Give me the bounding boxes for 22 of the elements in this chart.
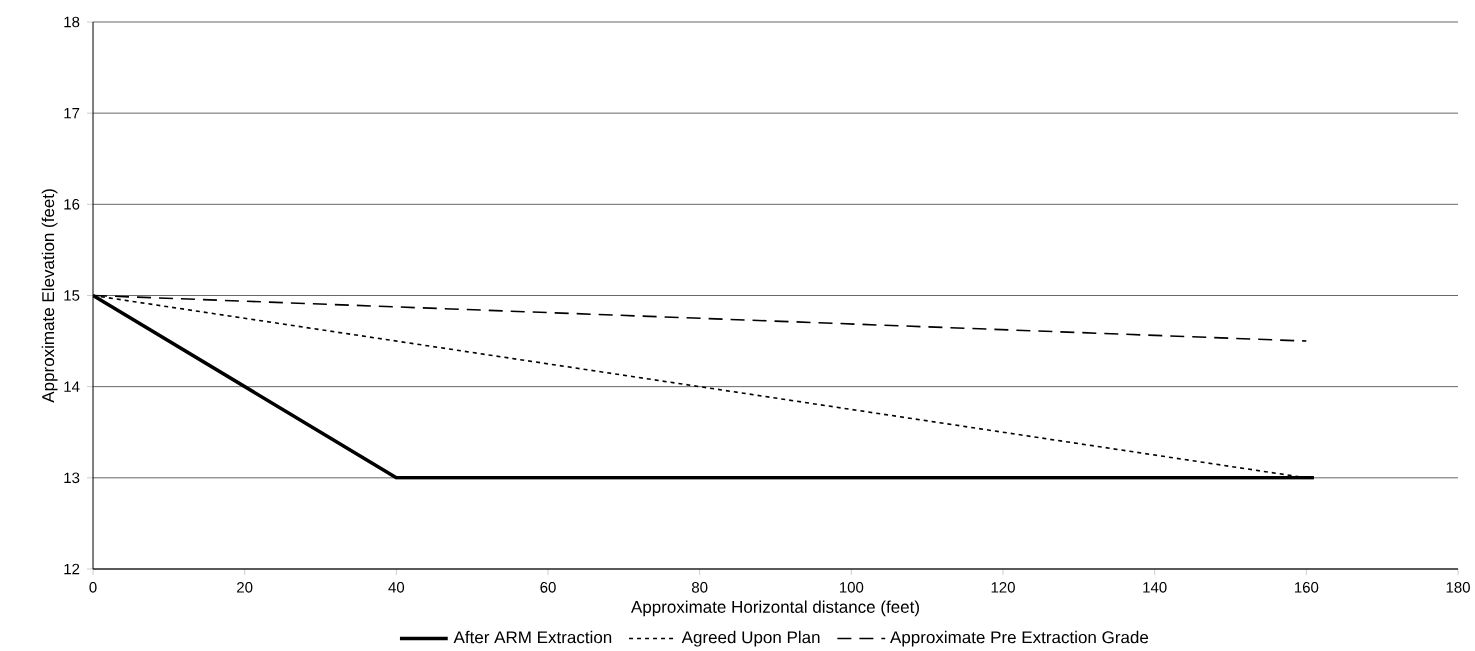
x-axis-title: Approximate Horizontal distance (feet) [630, 600, 919, 617]
legend-label: Approximate Pre Extraction Grade [890, 630, 1149, 647]
x-tick-label: 120 [991, 582, 1015, 593]
x-tick-label: 20 [237, 582, 253, 593]
y-tick-label: 17 [64, 108, 80, 119]
x-tick-label: 0 [89, 582, 97, 593]
y-tick-label: 16 [64, 199, 80, 210]
x-tick-label: 180 [1446, 582, 1470, 593]
x-tick-label: 100 [839, 582, 864, 593]
x-tick-label: 40 [388, 582, 405, 593]
x-tick-label: 140 [1143, 582, 1167, 593]
x-tick-label: 80 [692, 582, 708, 593]
legend-label: Agreed Upon Plan [681, 630, 820, 647]
x-tick-label: 60 [540, 582, 556, 593]
y-tick-label: 12 [64, 563, 80, 575]
legend-label: After ARM Extraction [453, 630, 612, 644]
y-tick-label: 14 [64, 381, 80, 392]
y-tick-label: 13 [64, 472, 80, 484]
x-tick-label: 160 [1294, 582, 1319, 593]
y-axis-title: Approximate Elevation (feet) [41, 189, 58, 403]
y-tick-label: 15 [64, 290, 80, 301]
y-tick-label: 18 [64, 16, 80, 28]
